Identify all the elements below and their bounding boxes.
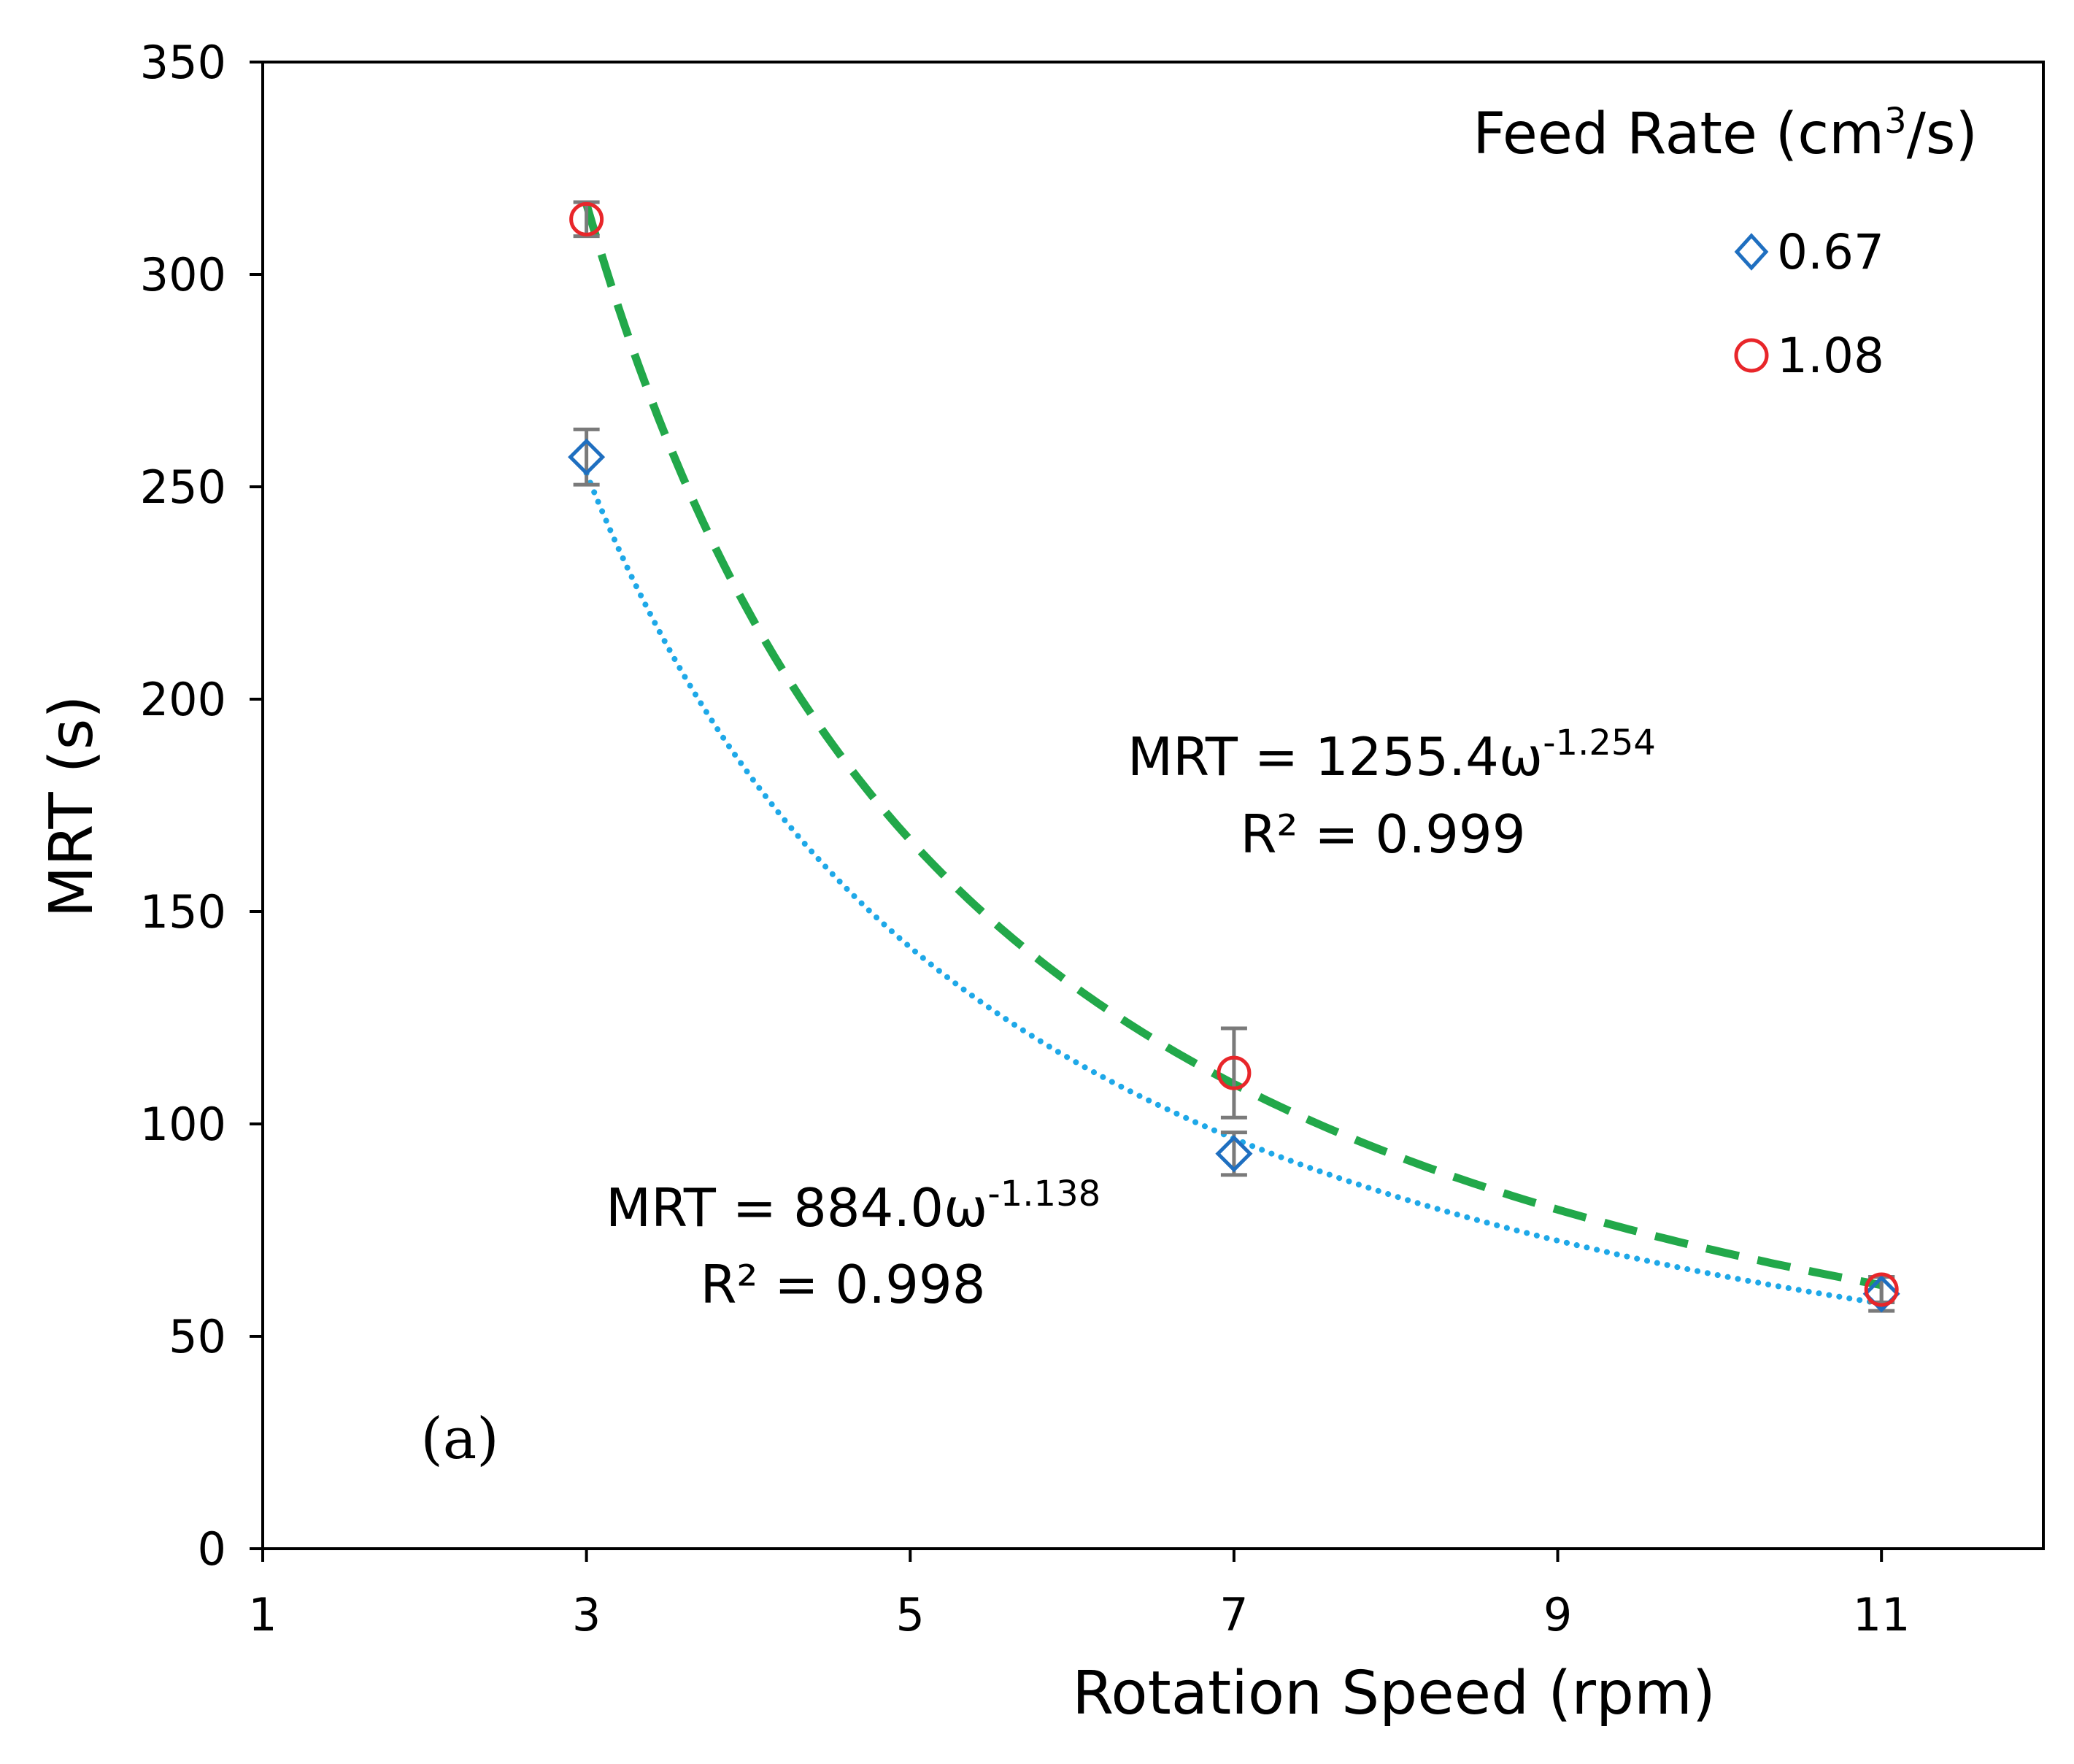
y-tick-label: 50 xyxy=(169,1310,226,1363)
y-tick-label: 350 xyxy=(140,36,226,89)
y-tick-label: 200 xyxy=(140,673,226,726)
x-tick-label: 9 xyxy=(1543,1588,1572,1641)
y-tick-label: 100 xyxy=(140,1098,226,1151)
fit-r2-1-08: R² = 0.999 xyxy=(1240,804,1525,865)
plot-area-frame xyxy=(261,61,2045,1550)
fit-equation-1-08-exponent: -1.254 xyxy=(1543,723,1656,763)
fit-equation-0-67-main: MRT = 884.0ω xyxy=(606,1177,987,1239)
y-tick-label: 0 xyxy=(198,1522,226,1576)
fit-equation-1-08-main: MRT = 1255.4ω xyxy=(1127,726,1543,787)
data-points xyxy=(568,201,1900,1313)
y-axis-ticks: 0 50 100 150 200 250 300 350 xyxy=(140,36,263,1576)
x-tick-label: 7 xyxy=(1219,1588,1248,1641)
legend-title: Feed Rate (cm3/s) xyxy=(1473,101,1978,167)
data-point-diamond-0-67 xyxy=(1215,1135,1253,1173)
x-tick-label: 5 xyxy=(896,1588,925,1641)
fit-r2-0-67: R² = 0.998 xyxy=(700,1254,985,1315)
x-tick-label: 1 xyxy=(248,1588,277,1641)
legend-title-main: Feed Rate (cm xyxy=(1473,101,1884,167)
legend-item-1-08: 1.08 xyxy=(1734,328,1884,384)
data-point-circle-1-08 xyxy=(1864,1272,1899,1307)
y-tick-label: 150 xyxy=(140,885,226,939)
legend-diamond-marker xyxy=(1734,233,1769,271)
legend-label-1-08: 1.08 xyxy=(1777,328,1884,384)
data-point-circle-1-08 xyxy=(569,201,604,236)
fit-equation-0-67: MRT = 884.0ω-1.138 xyxy=(606,1174,1100,1239)
legend-circle-marker xyxy=(1734,338,1769,373)
fit-equation-1-08: MRT = 1255.4ω-1.254 xyxy=(1127,723,1656,787)
y-tick-label: 250 xyxy=(140,461,226,514)
data-point-diamond-0-67 xyxy=(1862,1275,1900,1313)
x-axis-ticks: 1 3 5 7 9 11 xyxy=(248,1549,1911,1641)
legend-item-0-67: 0.67 xyxy=(1734,224,1884,280)
x-tick-label: 11 xyxy=(1853,1588,1911,1641)
x-tick-label: 3 xyxy=(572,1588,601,1641)
x-axis-title: Rotation Speed (rpm) xyxy=(1072,1659,1716,1728)
fit-equation-0-67-exponent: -1.138 xyxy=(987,1174,1100,1214)
data-point-circle-1-08 xyxy=(1217,1055,1252,1090)
legend-title-end: /s) xyxy=(1907,101,1978,167)
legend-label-0-67: 0.67 xyxy=(1777,224,1884,280)
data-point-diamond-0-67 xyxy=(568,438,606,476)
y-axis-title: MRT (s) xyxy=(37,696,107,918)
panel-label: (a) xyxy=(420,1406,498,1472)
y-tick-label: 300 xyxy=(140,248,226,301)
legend-title-superscript: 3 xyxy=(1884,101,1907,142)
